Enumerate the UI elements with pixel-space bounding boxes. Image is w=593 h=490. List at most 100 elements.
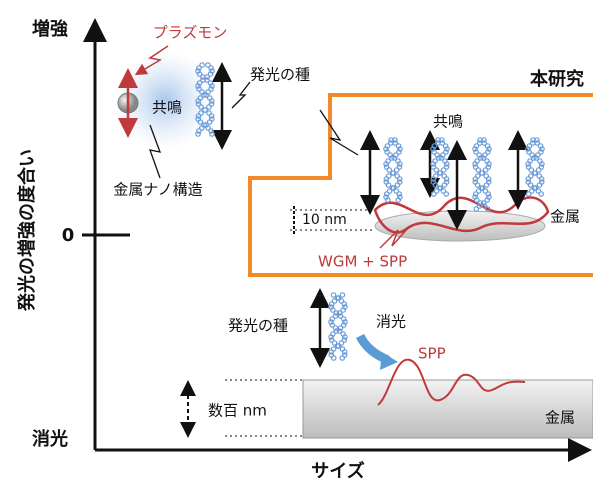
y-top: 増強 (32, 18, 68, 40)
emitter-label: 発光の種 (250, 66, 310, 84)
helix-bead (472, 146, 478, 152)
helix-bead (388, 137, 394, 143)
nanostructure-label: 金属ナノ構造 (113, 181, 202, 199)
thickness-label: 数百 nm (208, 402, 267, 420)
pointer (231, 81, 251, 109)
helix-bead (480, 200, 487, 206)
helix-bead (397, 161, 403, 167)
helix-bead (198, 104, 204, 110)
helix-bead (328, 349, 335, 355)
helix-bead (485, 176, 492, 182)
helix-bead (441, 182, 448, 188)
helix-bead (340, 322, 347, 328)
helix-bead (392, 137, 398, 143)
helix-bead (393, 188, 400, 194)
helix-bead (196, 128, 202, 134)
helix-bead (473, 143, 480, 149)
helix-bead (539, 146, 545, 152)
helix-bead (472, 176, 479, 182)
emitter-helix (472, 137, 492, 212)
helix-bead (195, 113, 202, 119)
helix-bead (208, 128, 214, 134)
spp-label: SPP (418, 345, 446, 363)
helix-bead (208, 86, 214, 92)
helix-bead (336, 328, 343, 334)
emitter-helix (383, 137, 403, 203)
helix-bead (333, 310, 340, 316)
helix-bead (337, 313, 344, 319)
this-work-box (248, 93, 593, 277)
helix-bead (209, 98, 215, 104)
helix-bead (538, 164, 545, 170)
metal-slab (302, 379, 593, 439)
helix-bead (383, 191, 390, 197)
y-label: 発光の増強の度合い (16, 149, 38, 312)
helix-bead (525, 176, 532, 182)
helix-bead (535, 188, 542, 194)
helix-bead (443, 176, 450, 182)
quench-label: 消光 (376, 313, 406, 331)
resonance-label: 共鳴 (433, 113, 463, 131)
helix-bead (485, 191, 492, 197)
helix-bead (475, 167, 482, 173)
helix-bead (430, 191, 437, 197)
emitter-label: 発光の種 (228, 317, 288, 335)
helix-bead (388, 155, 395, 161)
helix-bead (433, 188, 440, 194)
pointer (149, 124, 162, 179)
helix-bead (393, 167, 400, 173)
helix-bead (385, 182, 392, 188)
helix-bead (525, 146, 531, 152)
helix-bead (332, 325, 339, 331)
helix-bead (431, 143, 438, 149)
helix-bead (479, 170, 486, 176)
helix-bead (329, 316, 336, 322)
helix-bead (202, 107, 208, 113)
helix-bead (386, 188, 393, 194)
helix-bead (339, 292, 346, 298)
helix-bead (196, 71, 203, 77)
helix-bead (485, 164, 492, 170)
helix-bead (536, 182, 543, 188)
helix-bead (481, 137, 487, 143)
helix-bead (331, 298, 338, 304)
mode-label: WGM + SPP (318, 253, 407, 271)
helix-bead (204, 77, 210, 83)
helix-bead (391, 155, 398, 161)
helix-bead (473, 206, 480, 212)
helix-bead (484, 206, 491, 212)
helix-bead (485, 149, 491, 155)
helix-bead (475, 188, 482, 194)
spp-wave (377, 358, 526, 406)
helix-bead (340, 307, 346, 313)
helix-bead (205, 62, 211, 68)
helix-bead (334, 343, 341, 349)
helix-bead (330, 355, 337, 361)
helix-bead (395, 197, 402, 203)
helix-bead (473, 197, 480, 203)
metal-label: 金属 (550, 208, 580, 226)
pointer (379, 227, 409, 249)
helix-bead (435, 137, 441, 143)
helix-bead (484, 197, 491, 203)
helix-bead (384, 143, 391, 149)
helix-bead (208, 65, 214, 71)
helix-bead (195, 131, 201, 137)
helix-bead (200, 74, 206, 80)
helix-bead (337, 325, 344, 331)
helix-bead (430, 164, 437, 170)
helix-bead (208, 113, 215, 119)
helix-bead (395, 143, 402, 149)
metal-label: 金属 (545, 409, 575, 427)
helix-bead (472, 161, 478, 167)
helix-bead (440, 188, 447, 194)
pointer (319, 109, 359, 156)
helix-bead (534, 137, 540, 143)
helix-bead (431, 149, 437, 155)
helix-bead (394, 182, 401, 188)
helix-bead (334, 295, 341, 301)
helix-bead (390, 170, 397, 176)
helix-bead (443, 149, 449, 155)
helix-bead (197, 119, 204, 125)
